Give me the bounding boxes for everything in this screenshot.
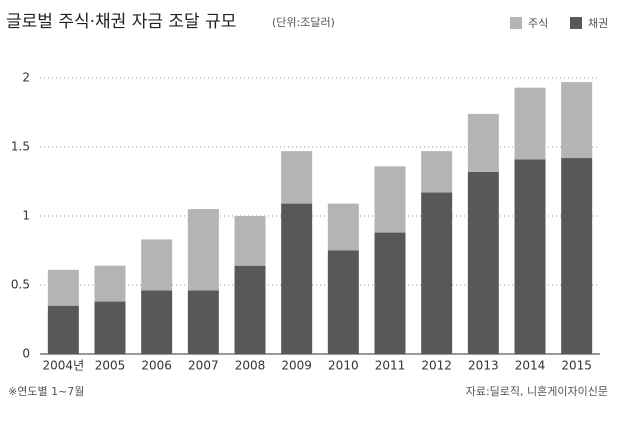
source: 자료:딜로직, 니혼게이자이신문 [466, 385, 608, 398]
bar-segment [94, 265, 126, 302]
y-tick-label: 2 [22, 71, 30, 85]
unit-label: (단위:조달러) [272, 16, 335, 29]
x-tick-label: 2015 [561, 359, 592, 373]
bar-segment [141, 290, 173, 354]
legend-swatch [510, 17, 522, 29]
bar-segment [234, 265, 266, 354]
bar-segment [467, 113, 499, 172]
x-tick-label: 2009 [281, 359, 312, 373]
bar-segment [561, 158, 593, 354]
legend-swatch [570, 17, 582, 29]
y-tick-label: 0.5 [11, 278, 30, 292]
y-tick-label: 1 [22, 209, 30, 223]
x-tick-label: 2013 [468, 359, 499, 373]
bar-segment [374, 166, 406, 233]
y-tick-label: 1.5 [11, 140, 30, 154]
bar-segment [327, 203, 359, 251]
bar-segment [421, 192, 453, 354]
bar-segment [187, 290, 219, 354]
x-tick-label: 2010 [328, 359, 359, 373]
legend-label: 채권 [588, 17, 608, 30]
y-tick-label: 0 [22, 347, 30, 361]
bar-segment [94, 301, 126, 354]
bar-segment [327, 250, 359, 354]
bar-segment [421, 151, 453, 193]
bar-segment [281, 151, 313, 204]
bar-segment [561, 82, 593, 159]
bar-segment [514, 159, 546, 354]
bar-segment [141, 239, 173, 291]
legend-label: 주식 [528, 17, 548, 30]
x-tick-label: 2014 [515, 359, 546, 373]
x-tick-label: 2005 [95, 359, 126, 373]
bar-segment [374, 232, 406, 354]
footnote: ※연도별 1~7월 [8, 385, 84, 398]
bar-segment [514, 87, 546, 160]
bar-segment [47, 305, 79, 354]
bar-segment [281, 203, 313, 354]
x-tick-label: 2006 [141, 359, 172, 373]
x-tick-label: 2012 [421, 359, 452, 373]
bar-segment [234, 216, 266, 266]
x-tick-label: 2004년 [43, 359, 85, 373]
x-tick-label: 2007 [188, 359, 219, 373]
bar-segment [467, 171, 499, 354]
x-tick-label: 2011 [375, 359, 406, 373]
x-tick-label: 2008 [235, 359, 266, 373]
bar-segment [187, 209, 219, 291]
chart-title: 글로벌 주식·채권 자금 조달 규모 [6, 12, 236, 32]
bar-segment [47, 269, 79, 306]
